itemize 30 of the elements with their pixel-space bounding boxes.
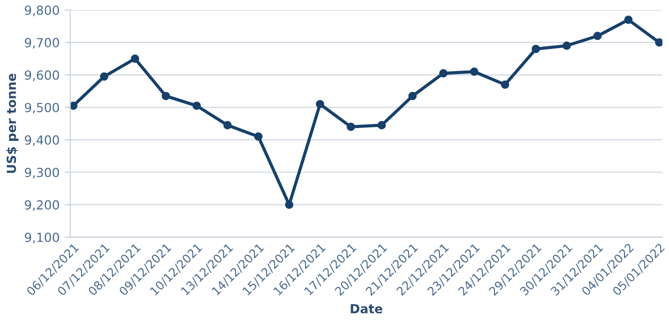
point — [192, 102, 201, 110]
point — [346, 122, 356, 131]
point — [254, 132, 263, 141]
point — [130, 54, 140, 63]
y-tick-label: 9,600 — [24, 70, 59, 82]
y-tick-label: 9,300 — [24, 168, 59, 178]
point — [408, 92, 417, 100]
y-tick-label: 9,700 — [24, 38, 59, 49]
point — [439, 69, 448, 78]
point — [70, 102, 78, 110]
y-tick-label: 9,800 — [24, 5, 59, 16]
point — [100, 72, 108, 81]
point — [593, 32, 602, 40]
y-tick-label: 9,400 — [24, 135, 59, 146]
point — [624, 16, 633, 24]
point — [470, 68, 478, 76]
point — [285, 200, 294, 209]
point — [316, 100, 324, 108]
point — [162, 92, 170, 100]
point — [532, 44, 540, 54]
point — [500, 80, 510, 89]
y-axis-title: US$ per tonne — [6, 74, 18, 173]
point — [562, 42, 571, 50]
point — [378, 121, 386, 130]
y-tick-label: 9,200 — [24, 200, 59, 211]
point — [655, 38, 662, 47]
point — [223, 121, 232, 130]
y-tick-label: 9,500 — [24, 102, 59, 114]
x-axis-title: Date — [350, 304, 382, 314]
y-tick-label: 9,100 — [24, 232, 59, 244]
